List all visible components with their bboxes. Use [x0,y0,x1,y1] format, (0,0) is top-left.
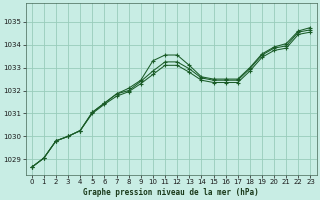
X-axis label: Graphe pression niveau de la mer (hPa): Graphe pression niveau de la mer (hPa) [83,188,259,197]
